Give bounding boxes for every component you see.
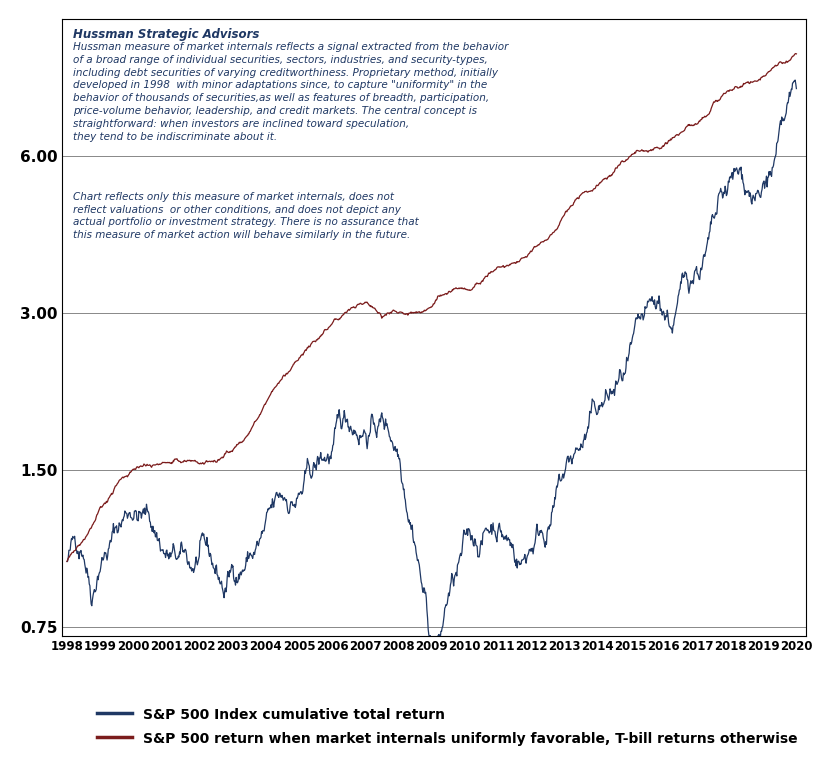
Text: Chart reflects only this measure of market internals, does not
reflect valuation: Chart reflects only this measure of mark… (73, 192, 419, 241)
Text: Hussman Strategic Advisors: Hussman Strategic Advisors (73, 28, 260, 41)
Legend: S&P 500 Index cumulative total return, S&P 500 return when market internals unif: S&P 500 Index cumulative total return, S… (91, 702, 803, 751)
Text: Hussman measure of market internals reflects a signal extracted from the behavio: Hussman measure of market internals refl… (73, 42, 509, 142)
